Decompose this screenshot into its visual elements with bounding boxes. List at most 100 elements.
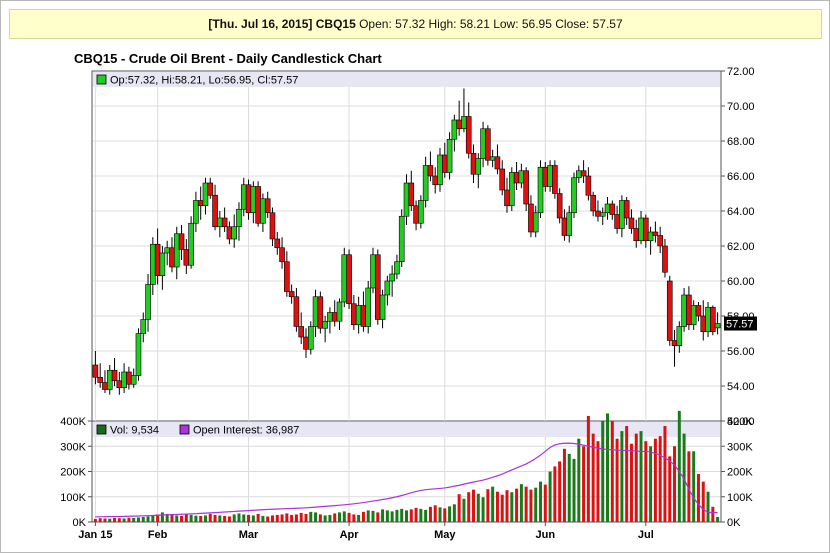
candle-body <box>121 371 127 389</box>
volume-bar <box>175 515 179 522</box>
candle-body <box>394 261 400 275</box>
candle <box>336 298 343 330</box>
candle-body <box>92 364 99 378</box>
volume-bar <box>304 513 308 522</box>
candle-body <box>494 156 501 170</box>
candle-body <box>513 172 520 184</box>
volume-bar <box>653 438 657 522</box>
volume-bar <box>184 514 188 522</box>
candle-body <box>202 182 209 207</box>
candle-body <box>652 231 659 236</box>
volume-bar <box>539 481 543 522</box>
candle-body <box>690 305 697 326</box>
candle <box>288 284 295 304</box>
last-price-label: 57.57 <box>726 319 754 331</box>
price-tick-label: 70.00 <box>727 101 755 113</box>
volume-bar <box>634 433 638 522</box>
candle-body <box>303 336 309 350</box>
volume-bar <box>103 518 107 522</box>
volume-tick-label-left: 300K <box>60 441 86 453</box>
candle-body <box>561 217 568 236</box>
volume-bar <box>658 436 662 522</box>
candle <box>532 205 539 238</box>
price-legend-text: Op:57.32, Hi:58.21, Lo:56.95, Cl:57.57 <box>110 75 298 87</box>
volume-bar <box>237 513 241 522</box>
volume-bar <box>361 511 365 522</box>
volume-bar <box>333 513 337 522</box>
price-tick-label: 56.00 <box>727 346 755 358</box>
candle-body <box>614 214 620 229</box>
volume-bar <box>160 512 164 522</box>
price-tick-label: 64.00 <box>727 206 755 218</box>
candle <box>307 321 314 355</box>
volume-bar <box>586 415 590 522</box>
candle <box>394 254 400 280</box>
candle-body <box>164 247 170 254</box>
volume-bar <box>457 494 461 522</box>
candle-body <box>327 312 333 322</box>
candle-body <box>647 231 654 242</box>
candle-body <box>633 228 640 242</box>
candle <box>418 195 424 229</box>
volume-bar <box>122 518 126 522</box>
candle <box>212 184 218 231</box>
volume-bar <box>376 512 380 522</box>
gridlines <box>93 87 720 522</box>
candle <box>398 209 405 267</box>
candle <box>508 167 515 211</box>
volume-bar <box>280 514 284 522</box>
volume-bar <box>352 514 356 522</box>
volume-bar <box>572 458 576 522</box>
volume-bar <box>247 514 251 522</box>
candle <box>599 207 606 225</box>
volume-bar <box>151 515 155 522</box>
volume-bar <box>323 515 327 522</box>
candle-body <box>666 280 673 341</box>
volume-bar <box>347 512 351 522</box>
volume-bar <box>677 410 681 522</box>
price-tick-label: 54.00 <box>727 381 755 393</box>
candle <box>609 200 616 220</box>
volume-bar <box>567 453 571 522</box>
volume-bar <box>577 438 581 522</box>
volume-bar <box>486 489 490 522</box>
x-tick-label: Apr <box>340 529 360 541</box>
candle <box>666 275 673 346</box>
candle-body <box>398 215 405 263</box>
candle <box>623 197 630 225</box>
volume-bar <box>615 438 619 522</box>
candle-body <box>576 170 582 179</box>
candle-body <box>331 312 338 322</box>
oi-legend-text: Open Interest: 36,987 <box>193 425 299 437</box>
volume-tick-label-right: 300K <box>727 441 753 453</box>
volume-bar <box>500 494 504 522</box>
candle-body <box>537 166 544 214</box>
last-price-marker: 57.57 <box>724 316 757 331</box>
candle-body <box>384 280 391 296</box>
volume-bar <box>448 506 452 522</box>
candle-body <box>461 116 467 130</box>
volume-bar <box>706 491 710 522</box>
candle <box>643 214 649 248</box>
candle-body <box>293 296 300 327</box>
candle <box>298 312 305 344</box>
candle-body <box>566 212 573 236</box>
volume-bar <box>476 493 480 522</box>
candle-body <box>590 194 596 212</box>
volume-bar <box>270 515 274 522</box>
x-tick-label: Mar <box>239 529 259 541</box>
volume-bar <box>462 498 466 522</box>
volume-bar <box>491 486 495 522</box>
volume-bar <box>227 516 231 522</box>
price-tick-label: 72.00 <box>727 66 755 78</box>
candle <box>193 191 199 232</box>
volume-bar <box>180 515 184 522</box>
candle-body <box>341 254 348 303</box>
candle-body <box>245 184 252 214</box>
volume-bar <box>117 518 121 522</box>
candle-body <box>154 243 161 277</box>
quote-date: [Thu. Jul 16, 2015] <box>208 17 313 31</box>
candle <box>145 274 151 332</box>
candle-body <box>451 119 458 140</box>
candle-body <box>714 323 721 329</box>
